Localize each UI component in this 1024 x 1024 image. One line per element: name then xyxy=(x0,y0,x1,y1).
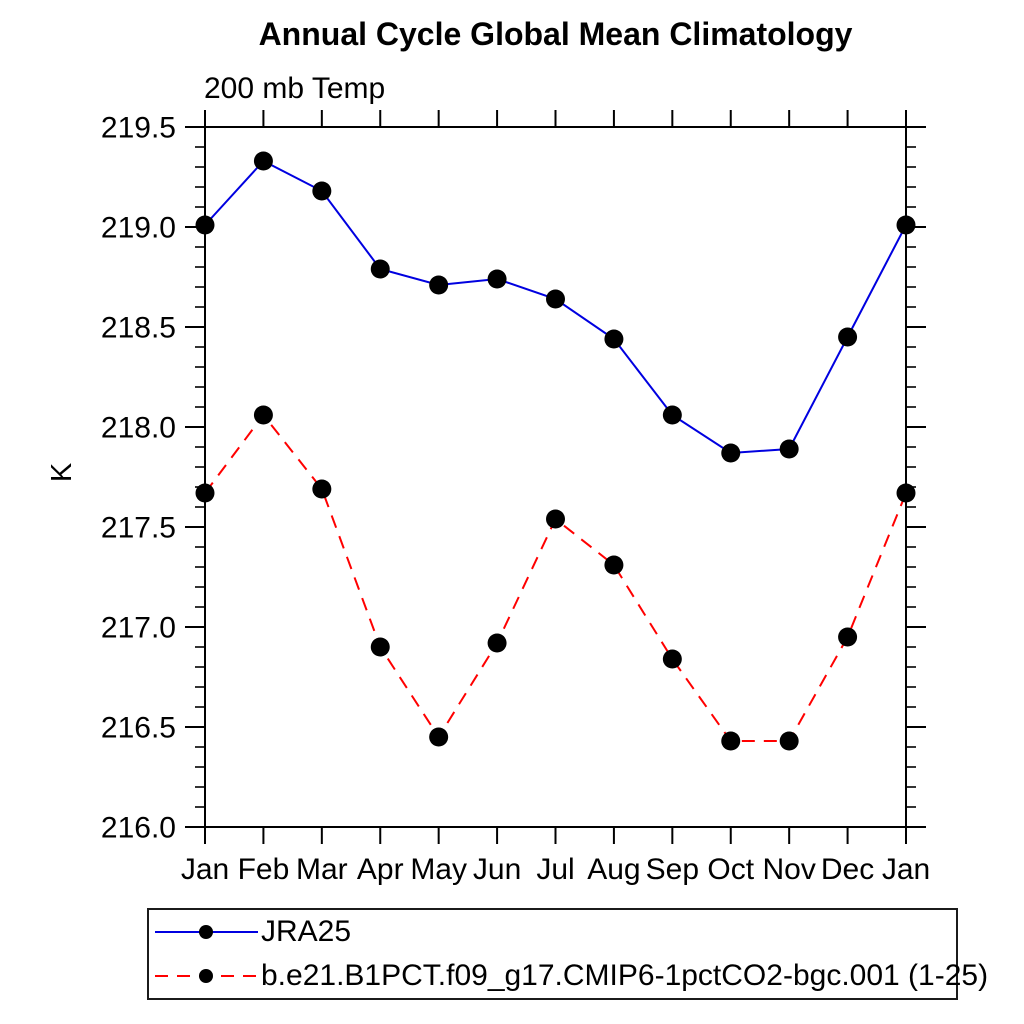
data-point-s0-Nov xyxy=(779,439,799,459)
data-point-s1-Mar xyxy=(312,479,332,499)
data-point-s1-Nov xyxy=(779,731,799,751)
x-tick-label: Jun xyxy=(473,853,521,886)
y-tick-label: 219.5 xyxy=(101,112,176,145)
y-tick-label: 218.0 xyxy=(101,412,176,445)
data-point-s0-Apr xyxy=(370,259,390,279)
data-point-s0-Oct xyxy=(721,443,741,463)
data-point-s1-Aug xyxy=(604,555,624,575)
legend-line-sample-dashed xyxy=(155,969,258,983)
x-tick-label: Nov xyxy=(762,853,815,886)
data-point-s0-Mar xyxy=(312,181,332,201)
x-tick-label: May xyxy=(410,853,467,886)
y-tick-label: 216.0 xyxy=(101,812,176,845)
legend-marker-dot-icon xyxy=(199,969,213,983)
y-tick-label: 216.5 xyxy=(101,712,176,745)
x-tick-label: Apr xyxy=(357,853,404,886)
legend-label-model: b.e21.B1PCT.f09_g17.CMIP6-1pctCO2-bgc.00… xyxy=(261,959,989,992)
data-point-s0-Feb xyxy=(253,151,273,171)
data-point-s1-Sep xyxy=(662,649,682,669)
x-tick-label: Oct xyxy=(707,853,754,886)
data-point-s0-Sep xyxy=(662,405,682,425)
chart-title: Annual Cycle Global Mean Climatology xyxy=(258,16,853,52)
series-line-1 xyxy=(204,413,907,742)
x-tick-label: Sep xyxy=(646,853,699,886)
legend-item-jra25: JRA25 xyxy=(149,910,956,954)
data-point-s1-Jul xyxy=(546,509,565,529)
y-tick-label: 218.5 xyxy=(101,312,176,345)
data-point-s1-Oct xyxy=(721,731,741,751)
x-tick-label: Aug xyxy=(587,853,640,886)
legend: JRA25 b.e21.B1PCT.f09_g17.CMIP6-1pctCO2-… xyxy=(147,908,988,1000)
x-tick-label: Dec xyxy=(821,853,874,886)
data-point-s1-Jan xyxy=(896,483,916,503)
data-point-s1-Apr xyxy=(370,637,390,657)
x-tick-label: Jul xyxy=(536,853,574,886)
legend-item-model: b.e21.B1PCT.f09_g17.CMIP6-1pctCO2-bgc.00… xyxy=(149,954,988,998)
data-point-s0-Jun xyxy=(487,269,507,289)
y-tick-label: 219.0 xyxy=(101,212,176,245)
data-point-s1-Feb xyxy=(253,405,273,425)
x-tick-label: Mar xyxy=(296,853,348,886)
chart-subtitle: 200 mb Temp xyxy=(204,72,386,105)
data-point-s1-Dec xyxy=(838,627,858,647)
legend-line-sample-solid xyxy=(155,925,258,939)
x-tick-label: Jan xyxy=(882,853,930,886)
x-tick-label: Jan xyxy=(181,853,229,886)
data-point-s0-Aug xyxy=(604,329,624,349)
legend-label-jra25: JRA25 xyxy=(261,915,352,948)
x-tick-label: Feb xyxy=(238,853,290,886)
y-tick-label: 217.5 xyxy=(101,512,176,545)
data-point-s1-Jan xyxy=(195,483,215,503)
data-point-s1-May xyxy=(429,727,449,747)
data-point-s0-Dec xyxy=(838,327,858,347)
data-point-s0-May xyxy=(429,275,449,295)
data-point-s0-Jan xyxy=(195,215,215,235)
y-tick-label: 217.0 xyxy=(101,612,176,645)
legend-marker-dot-icon xyxy=(199,925,213,939)
data-point-s0-Jul xyxy=(546,289,565,309)
data-point-s1-Jun xyxy=(487,633,507,653)
data-point-s0-Jan xyxy=(896,215,916,235)
